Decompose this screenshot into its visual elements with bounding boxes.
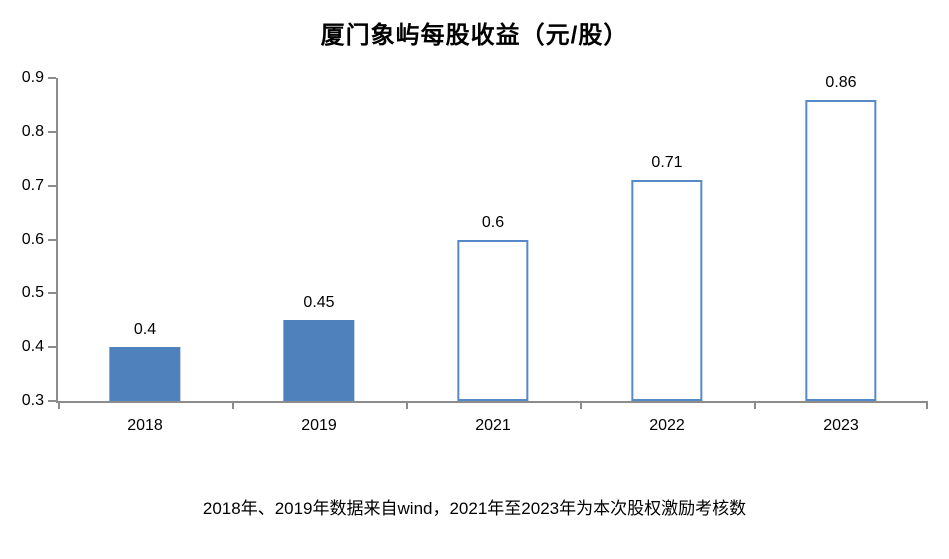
bar-value-label-2023: 0.86 <box>825 74 857 91</box>
x-axis-tick <box>754 401 756 409</box>
y-axis-tick <box>48 292 56 295</box>
category-slot-2023: 0.86 2023 <box>754 74 928 434</box>
x-axis-line <box>56 401 928 403</box>
category-slot-2019: 0.45 2019 <box>232 78 406 434</box>
y-axis-tick <box>48 77 56 79</box>
y-axis-tick <box>48 238 56 241</box>
y-axis-tick <box>48 184 56 187</box>
y-tick-label: 0.8 <box>21 122 44 140</box>
plot-area: 0.3 0.4 0.5 0.6 0.7 0.8 0.9 0.4 2018 0.45 2019 0.6 2… <box>22 70 928 434</box>
y-axis-tick <box>48 400 56 402</box>
y-tick-label: 0.4 <box>21 338 44 356</box>
x-axis-tick <box>232 401 234 409</box>
category-slot-2018: 0.4 2018 <box>58 78 232 434</box>
bar-value-label-2018: 0.4 <box>133 321 157 338</box>
bar-value-label-2019: 0.45 <box>303 294 335 311</box>
x-axis-tick <box>58 401 60 409</box>
bar-2023 <box>805 100 877 401</box>
category-slot-2021: 0.6 2021 <box>406 78 580 434</box>
bar-value-label-2022: 0.71 <box>651 154 683 171</box>
bar-2019 <box>283 320 355 401</box>
x-category-label-2023: 2023 <box>823 417 859 434</box>
bar-2021 <box>457 240 529 401</box>
bar-2022 <box>631 180 703 401</box>
x-category-label-2019: 2019 <box>301 417 337 434</box>
y-tick-label: 0.3 <box>21 392 44 409</box>
bar-value-label-2021: 0.6 <box>481 214 505 231</box>
x-axis-tick <box>926 401 928 409</box>
y-tick-label: 0.5 <box>21 284 44 302</box>
x-axis-tick <box>406 401 408 409</box>
x-category-label-2018: 2018 <box>127 417 163 434</box>
y-tick-label: 0.7 <box>21 176 44 194</box>
y-axis-tick <box>48 346 56 349</box>
category-slot-2022: 0.71 2022 <box>580 78 754 434</box>
bar-2018 <box>109 347 181 401</box>
x-axis-tick <box>580 401 582 409</box>
y-axis-line <box>56 78 58 403</box>
x-category-label-2021: 2021 <box>475 417 511 434</box>
y-axis-tick <box>48 130 56 133</box>
source-note: 2018年、2019年数据来自wind，2021年至2023年为本次股权激励考核… <box>202 499 747 518</box>
y-tick-label: 0.9 <box>21 69 44 86</box>
chart-title: 厦门象屿每股收益（元/股） <box>320 22 629 49</box>
x-category-label-2022: 2022 <box>649 417 685 434</box>
y-tick-label: 0.6 <box>21 230 44 248</box>
